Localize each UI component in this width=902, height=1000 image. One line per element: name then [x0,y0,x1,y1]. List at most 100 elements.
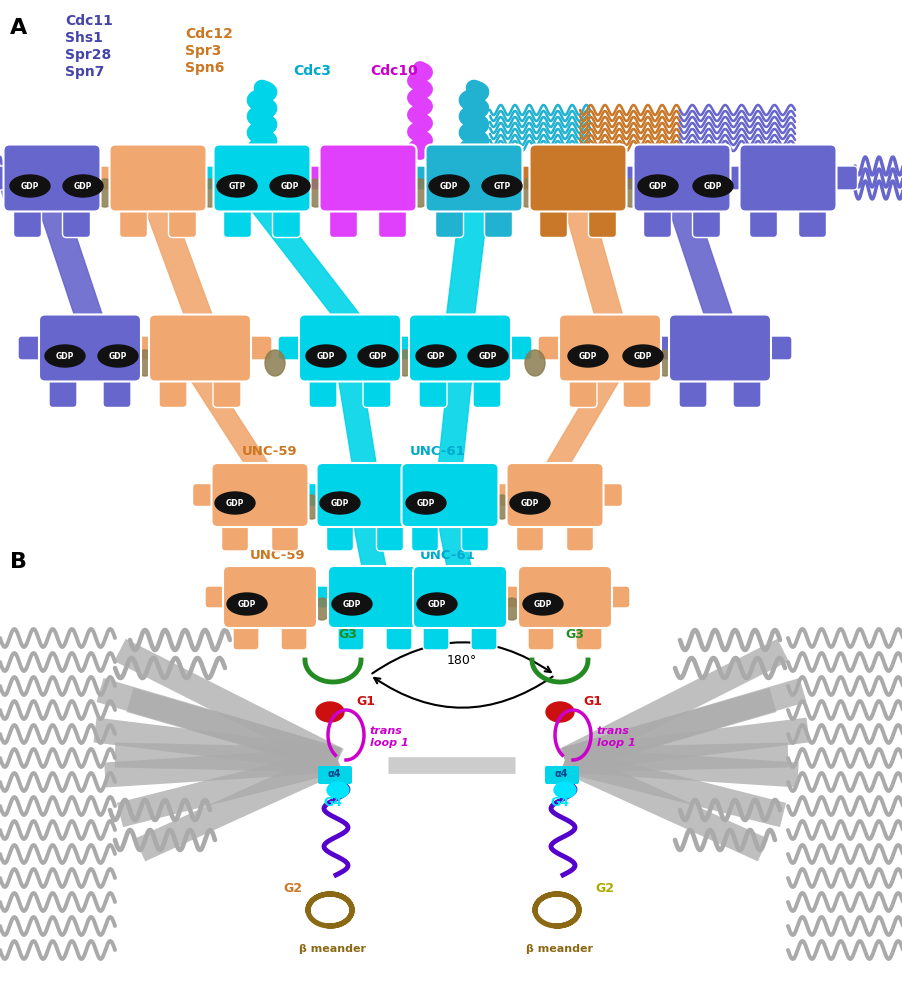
FancyBboxPatch shape [305,586,335,608]
Text: trans
loop 1: trans loop 1 [596,726,635,748]
Text: Spr28: Spr28 [65,48,111,62]
Text: Cdc11: Cdc11 [65,14,113,28]
Ellipse shape [215,492,254,514]
Ellipse shape [327,782,348,798]
FancyBboxPatch shape [499,336,531,360]
FancyBboxPatch shape [404,166,437,190]
Ellipse shape [503,598,520,620]
Text: GDP: GDP [428,600,446,609]
Text: GDP: GDP [533,600,552,609]
FancyBboxPatch shape [516,513,543,551]
Text: Spn6: Spn6 [185,61,224,75]
Ellipse shape [409,179,430,207]
FancyBboxPatch shape [643,198,671,237]
FancyBboxPatch shape [88,166,122,190]
Text: GDP: GDP [427,352,445,361]
FancyBboxPatch shape [213,367,241,408]
Ellipse shape [357,345,398,367]
FancyBboxPatch shape [308,367,336,408]
FancyBboxPatch shape [299,166,331,190]
Polygon shape [437,522,472,572]
FancyBboxPatch shape [588,198,616,237]
Polygon shape [437,376,472,469]
FancyBboxPatch shape [566,513,593,551]
Polygon shape [542,376,621,469]
Text: G2: G2 [282,882,301,895]
FancyBboxPatch shape [435,198,463,237]
FancyBboxPatch shape [329,198,357,237]
FancyBboxPatch shape [518,566,612,628]
Ellipse shape [394,350,415,376]
Text: GDP: GDP [478,352,497,361]
Text: GDP: GDP [74,182,92,191]
Text: GDP: GDP [633,352,651,361]
FancyBboxPatch shape [749,198,777,237]
Polygon shape [143,206,214,320]
FancyBboxPatch shape [224,198,252,237]
FancyBboxPatch shape [484,198,512,237]
FancyBboxPatch shape [545,766,578,784]
FancyBboxPatch shape [49,367,77,408]
FancyBboxPatch shape [538,336,570,360]
Ellipse shape [406,492,446,514]
Polygon shape [38,206,104,320]
FancyBboxPatch shape [14,198,41,237]
FancyBboxPatch shape [18,336,51,360]
FancyBboxPatch shape [103,367,131,408]
FancyBboxPatch shape [401,463,498,527]
Text: UNC-59: UNC-59 [242,445,298,458]
FancyBboxPatch shape [529,145,626,212]
Ellipse shape [216,175,257,197]
FancyBboxPatch shape [221,513,248,551]
FancyBboxPatch shape [192,166,226,190]
Ellipse shape [332,593,372,615]
Ellipse shape [638,175,677,197]
Ellipse shape [620,179,641,207]
FancyBboxPatch shape [568,367,596,408]
FancyBboxPatch shape [278,336,310,360]
FancyBboxPatch shape [299,166,331,190]
FancyBboxPatch shape [299,314,400,381]
Text: G3: G3 [565,628,584,641]
Ellipse shape [554,782,575,798]
FancyBboxPatch shape [194,166,227,190]
FancyBboxPatch shape [410,586,439,608]
Ellipse shape [319,492,360,514]
FancyBboxPatch shape [599,586,630,608]
Ellipse shape [522,593,562,615]
Text: G3: G3 [338,628,357,641]
FancyBboxPatch shape [409,314,511,381]
FancyBboxPatch shape [412,566,506,628]
FancyBboxPatch shape [363,367,391,408]
Text: GDP: GDP [520,499,538,508]
Ellipse shape [482,175,521,197]
FancyBboxPatch shape [88,166,122,190]
Ellipse shape [654,350,675,376]
FancyBboxPatch shape [487,484,518,506]
Ellipse shape [305,179,327,207]
FancyBboxPatch shape [494,586,524,608]
Ellipse shape [270,175,309,197]
FancyBboxPatch shape [4,145,100,212]
Polygon shape [353,522,387,572]
FancyBboxPatch shape [205,586,235,608]
FancyBboxPatch shape [309,586,340,608]
Ellipse shape [98,345,138,367]
FancyBboxPatch shape [732,367,760,408]
FancyBboxPatch shape [192,484,224,506]
FancyBboxPatch shape [510,166,543,190]
FancyBboxPatch shape [376,513,403,551]
Polygon shape [667,206,733,320]
Ellipse shape [135,350,155,376]
Text: Cdc10: Cdc10 [370,64,418,78]
FancyBboxPatch shape [159,367,187,408]
FancyBboxPatch shape [411,513,438,551]
Text: GDP: GDP [56,352,74,361]
FancyBboxPatch shape [394,586,425,608]
Text: G4: G4 [323,796,342,809]
FancyBboxPatch shape [486,484,517,506]
FancyBboxPatch shape [62,198,90,237]
Ellipse shape [63,175,103,197]
FancyBboxPatch shape [149,314,251,381]
Ellipse shape [515,179,538,207]
